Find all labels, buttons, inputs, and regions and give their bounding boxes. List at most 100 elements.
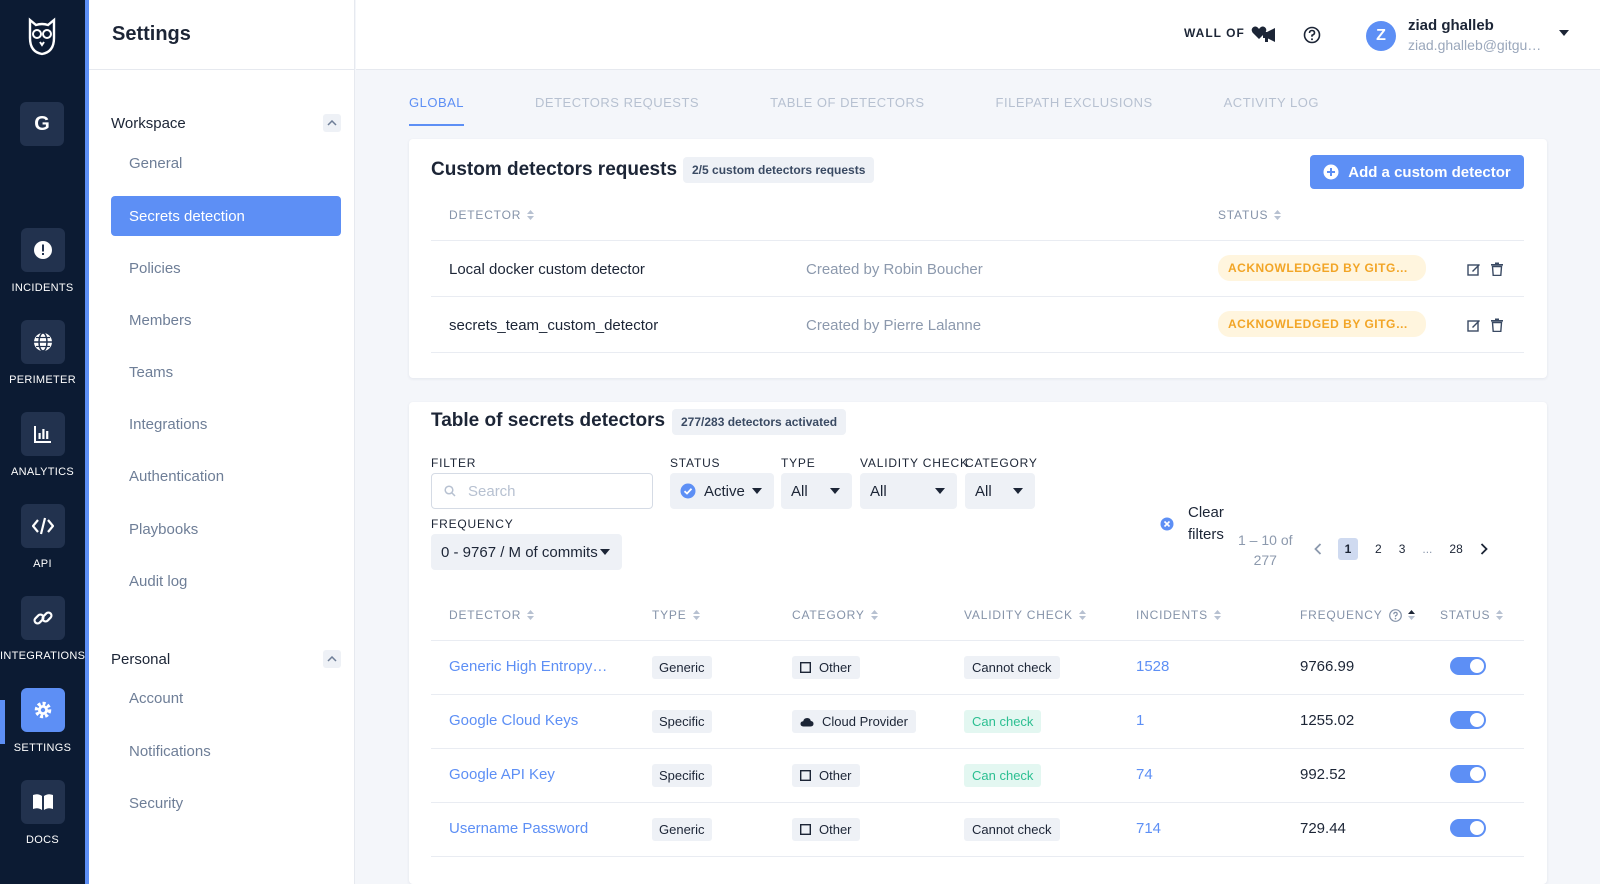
- settings-item-account[interactable]: Account: [129, 689, 184, 707]
- card-title: Custom detectors requests: [431, 159, 678, 180]
- rail-item-incidents[interactable]: INCIDENTS: [0, 228, 85, 294]
- close-circle-icon: [1160, 517, 1174, 531]
- workspace-switcher[interactable]: G: [20, 102, 64, 146]
- tab-table-of-detectors[interactable]: TABLE OF DETECTORS: [770, 95, 925, 110]
- incidents-link[interactable]: 1528: [1136, 658, 1170, 675]
- trash-icon[interactable]: [1490, 318, 1504, 332]
- settings-item-playbooks[interactable]: Playbooks: [129, 520, 199, 538]
- settings-title: Settings: [89, 0, 354, 70]
- workspace-section-header[interactable]: Workspace: [111, 114, 341, 132]
- frequency-value: 1255.02: [1300, 712, 1355, 729]
- type-select[interactable]: All: [781, 473, 852, 509]
- settings-sidebar: Settings Workspace General Secrets detec…: [89, 0, 355, 884]
- clear-filters-button[interactable]: Clear filters: [1160, 502, 1224, 546]
- col-label: INCIDENTS: [1136, 608, 1208, 622]
- megaphone-icon[interactable]: [1260, 25, 1280, 45]
- page-button[interactable]: 2: [1375, 542, 1382, 556]
- category-select[interactable]: All: [965, 473, 1035, 509]
- rail-item-integrations[interactable]: INTEGRATIONS: [0, 596, 85, 662]
- col-detector[interactable]: DETECTOR: [449, 608, 535, 622]
- settings-item-members[interactable]: Members: [129, 311, 192, 329]
- settings-item-notifications[interactable]: Notifications: [129, 742, 211, 760]
- col-detector[interactable]: DETECTOR: [449, 208, 535, 222]
- incidents-link[interactable]: 1: [1136, 712, 1145, 729]
- category-tag: Other: [792, 656, 860, 679]
- add-custom-detector-button[interactable]: Add a custom detector: [1310, 155, 1524, 189]
- tab-global[interactable]: GLOBAL: [409, 95, 465, 126]
- divider: [431, 802, 1524, 803]
- col-type[interactable]: TYPE: [652, 608, 700, 622]
- chevron-left-icon[interactable]: [1314, 543, 1322, 555]
- sort-icon: [527, 610, 535, 620]
- detector-link[interactable]: Username Password: [449, 820, 589, 837]
- col-label: VALIDITY CHECK: [964, 608, 1073, 622]
- search-field[interactable]: [431, 473, 653, 509]
- chevron-down-icon: [1013, 488, 1023, 494]
- status-toggle[interactable]: [1450, 711, 1486, 729]
- plus-circle-icon: [1323, 164, 1339, 180]
- col-validity-check[interactable]: VALIDITY CHECK: [964, 608, 1086, 622]
- tab-filepath-exclusions[interactable]: FILEPATH EXCLUSIONS: [995, 95, 1153, 110]
- sort-icon: [1213, 610, 1221, 620]
- detector-link[interactable]: Google Cloud Keys: [449, 712, 579, 729]
- chevron-down-icon: [935, 488, 945, 494]
- page-button[interactable]: 3: [1398, 542, 1406, 556]
- square-icon: [800, 770, 811, 781]
- link-icon: [32, 611, 53, 625]
- col-status[interactable]: STATUS: [1218, 208, 1282, 222]
- section-label: Personal: [111, 650, 171, 668]
- page-button[interactable]: 1: [1338, 538, 1358, 560]
- col-status[interactable]: STATUS: [1440, 608, 1504, 622]
- rail-label: API: [33, 558, 52, 570]
- settings-item-secrets-detection[interactable]: Secrets detection: [111, 196, 341, 236]
- rail-item-perimeter[interactable]: PERIMETER: [0, 320, 85, 386]
- col-frequency[interactable]: FREQUENCY: [1300, 608, 1415, 622]
- rail-item-settings[interactable]: SETTINGS: [0, 688, 85, 754]
- help-icon: [1388, 608, 1402, 622]
- frequency-select[interactable]: 0 - 9767 / M of commits: [431, 534, 622, 570]
- settings-item-audit-log[interactable]: Audit log: [129, 572, 188, 590]
- status-select[interactable]: Active: [670, 473, 774, 509]
- wall-of-love-link[interactable]: WALL OF: [1184, 26, 1267, 40]
- status-toggle[interactable]: [1450, 657, 1486, 675]
- settings-item-teams[interactable]: Teams: [129, 363, 174, 381]
- help-icon[interactable]: [1302, 25, 1322, 45]
- status-toggle[interactable]: [1450, 765, 1486, 783]
- edit-icon[interactable]: [1467, 318, 1481, 332]
- detector-link[interactable]: Google API Key: [449, 766, 555, 783]
- rail-item-analytics[interactable]: ANALYTICS: [0, 412, 85, 478]
- settings-item-authentication[interactable]: Authentication: [129, 467, 225, 485]
- avatar[interactable]: Z: [1366, 21, 1396, 51]
- col-incidents[interactable]: INCIDENTS: [1136, 608, 1221, 622]
- personal-section-header[interactable]: Personal: [111, 650, 341, 668]
- rail-item-docs[interactable]: DOCS: [0, 780, 85, 846]
- chevron-up-icon[interactable]: [323, 114, 341, 132]
- col-category[interactable]: CATEGORY: [792, 608, 878, 622]
- chevron-down-icon[interactable]: [1559, 30, 1569, 36]
- settings-item-integrations[interactable]: Integrations: [129, 415, 208, 433]
- square-icon: [800, 662, 811, 673]
- detector-link[interactable]: Generic High Entropy Secret: [449, 658, 611, 675]
- chevron-up-icon[interactable]: [323, 650, 341, 668]
- select-value: Active: [704, 482, 745, 500]
- chevron-right-icon[interactable]: [1480, 543, 1488, 555]
- validity-select[interactable]: All: [860, 473, 957, 509]
- select-value: 0 - 9767 / M of commits: [441, 543, 598, 561]
- settings-item-policies[interactable]: Policies: [129, 259, 181, 277]
- settings-item-security[interactable]: Security: [129, 794, 184, 812]
- request-name: Local docker custom detector: [449, 261, 645, 278]
- clear-label-line1: Clear: [1188, 504, 1224, 521]
- settings-item-general[interactable]: General: [129, 154, 183, 172]
- edit-icon[interactable]: [1467, 262, 1481, 276]
- status-toggle[interactable]: [1450, 819, 1486, 837]
- search-input[interactable]: [468, 482, 638, 500]
- count-chip: 277/283 detectors activated: [672, 409, 847, 435]
- trash-icon[interactable]: [1490, 262, 1504, 276]
- page-button[interactable]: 28: [1449, 542, 1463, 556]
- tab-activity-log[interactable]: ACTIVITY LOG: [1223, 95, 1319, 110]
- tab-detectors-requests[interactable]: DETECTORS REQUESTS: [535, 95, 700, 110]
- incidents-link[interactable]: 714: [1136, 820, 1162, 837]
- rail-item-api[interactable]: API: [0, 504, 85, 570]
- owl-logo-icon[interactable]: [24, 16, 60, 56]
- incidents-link[interactable]: 74: [1136, 766, 1153, 783]
